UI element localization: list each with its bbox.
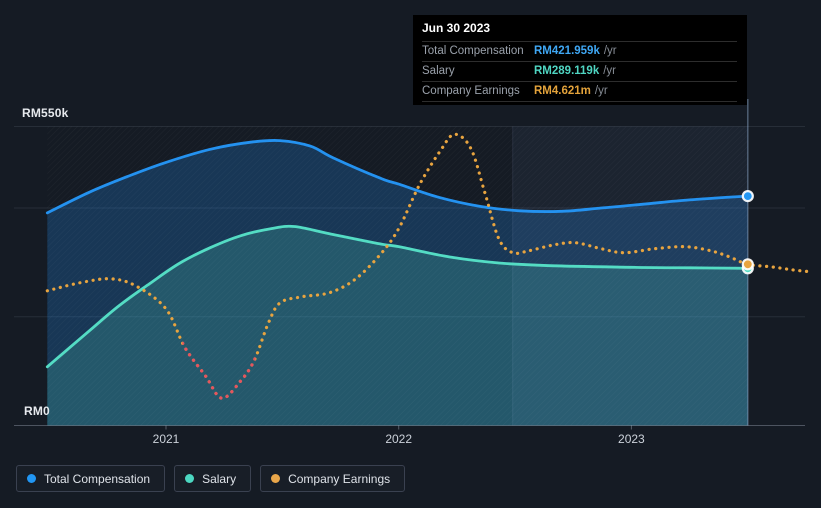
legend-label: Total Compensation [44,471,151,486]
tooltip-suffix: /yr [603,45,617,57]
y-axis-zero-label: RM0 [24,404,50,418]
total-compensation-dot-icon [27,474,36,483]
legend-item-company-earnings[interactable]: Company Earnings [260,465,406,492]
tooltip-label: Salary [422,65,455,77]
legend-label: Salary [202,471,237,486]
tooltip-date: Jun 30 2023 [422,21,491,35]
legend-item-salary[interactable]: Salary [174,465,252,492]
chart-legend: Total Compensation Salary Company Earnin… [16,465,406,492]
total-compensation-marker[interactable] [741,190,754,203]
tooltip-suffix: /yr [603,65,616,77]
legend-item-total-compensation[interactable]: Total Compensation [16,465,166,492]
tooltip-label: Company Earnings [422,85,520,97]
tooltip-value: RM4.621m [534,85,591,97]
x-axis-tick-label-2022: 2022 [385,432,413,446]
tooltip-suffix: /yr [594,85,608,97]
salary-dot-icon [185,474,195,483]
tooltip-label: Total Compensation [422,45,524,57]
y-axis-max-label: RM550k [22,106,69,120]
company-earnings-negative-segment [182,338,256,400]
tooltip-row-company-earnings: Company Earnings RM4.621m /yr [422,81,737,102]
salary-line [45,224,750,369]
company-earnings-marker[interactable] [741,258,754,271]
x-axis-tick-label-2021: 2021 [152,432,180,446]
company-earnings-dot-icon [271,474,281,483]
x-axis-tick-label-2023: 2023 [618,432,645,446]
total-compensation-line [45,139,750,215]
plot-texture [47,126,748,426]
tooltip-row-total-compensation: Total Compensation RM421.959k /yr [422,41,737,61]
legend-label: Company Earnings [288,471,391,486]
chart-tooltip: Jun 30 2023 Total Compensation RM421.959… [413,15,747,105]
highlight-band [512,126,748,426]
tooltip-value: RM289.119k [534,65,600,77]
tooltip-row-salary: Salary RM289.119k /yr [422,61,737,81]
tooltip-value: RM421.959k [534,45,600,57]
